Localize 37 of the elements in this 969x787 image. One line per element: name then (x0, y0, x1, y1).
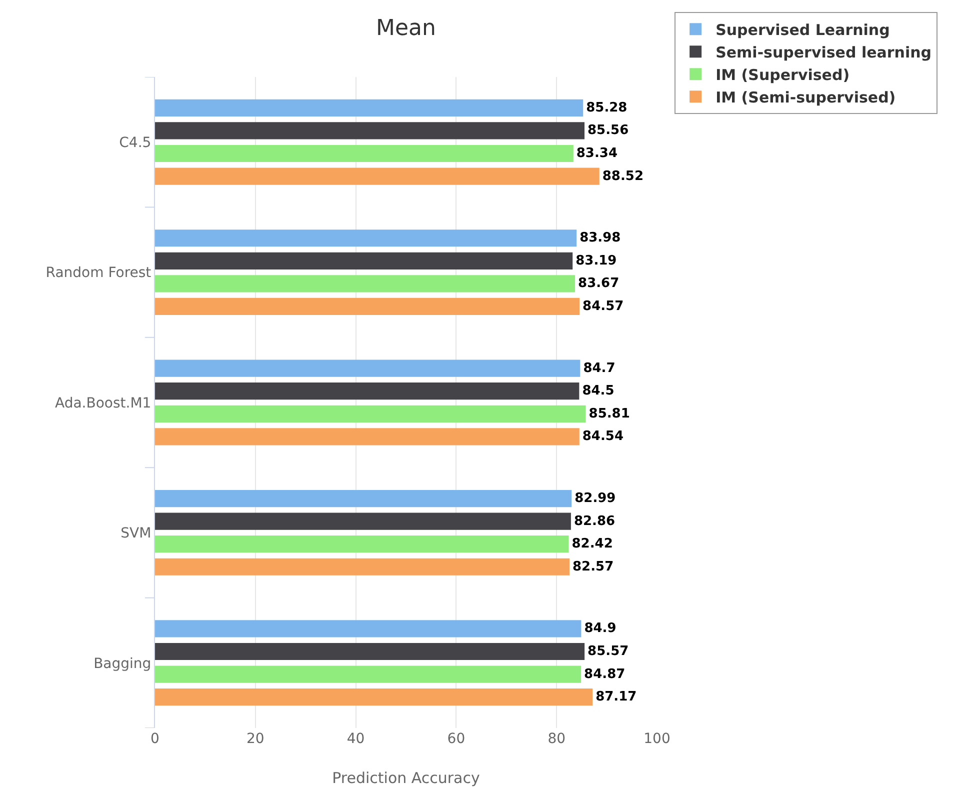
data-label: 87.17 (596, 690, 637, 705)
y-tick-label: Ada.Boost.M1 (54, 395, 152, 412)
x-tick-label: 20 (246, 731, 264, 747)
data-label: 84.54 (582, 429, 624, 444)
legend-label: IM (Semi-supervised) (716, 88, 896, 106)
legend-label: IM (Supervised) (716, 66, 850, 84)
data-label: 84.9 (584, 621, 616, 636)
data-label: 85.56 (588, 123, 629, 138)
data-label: 84.7 (583, 360, 616, 376)
legend-label: Supervised Learning (716, 21, 890, 39)
x-axis-title: Prediction Accuracy (332, 769, 480, 787)
y-tick-label: C4.5 (119, 135, 152, 151)
legend-label: Semi-supervised learning (716, 44, 932, 62)
data-label: 84.57 (582, 298, 624, 314)
y-tick-label: Random Forest (46, 265, 152, 282)
data-label: 82.86 (574, 514, 616, 529)
x-tick-label: 40 (346, 731, 365, 747)
data-label: 82.99 (574, 491, 616, 506)
x-tick-label: 100 (644, 731, 670, 747)
data-label: 83.19 (576, 253, 617, 268)
x-tick-label: 60 (447, 731, 466, 747)
data-label: 85.28 (586, 100, 628, 116)
data-label: 82.42 (572, 536, 613, 552)
y-tick-label: Bagging (94, 656, 152, 672)
data-label: 84.87 (584, 666, 626, 682)
data-label: 83.67 (578, 276, 620, 292)
data-label: 82.57 (572, 559, 614, 574)
data-label: 88.52 (602, 168, 644, 184)
y-tick-label: SVM (120, 526, 152, 542)
data-label: 85.81 (588, 406, 630, 422)
chart-title: Mean (376, 16, 436, 42)
x-tick-label: 80 (548, 731, 566, 747)
data-label: 83.34 (576, 146, 618, 161)
data-label: 85.57 (588, 644, 629, 660)
x-tick-label: 0 (150, 731, 160, 747)
data-label: 83.98 (580, 230, 621, 246)
data-label: 84.5 (582, 384, 614, 399)
